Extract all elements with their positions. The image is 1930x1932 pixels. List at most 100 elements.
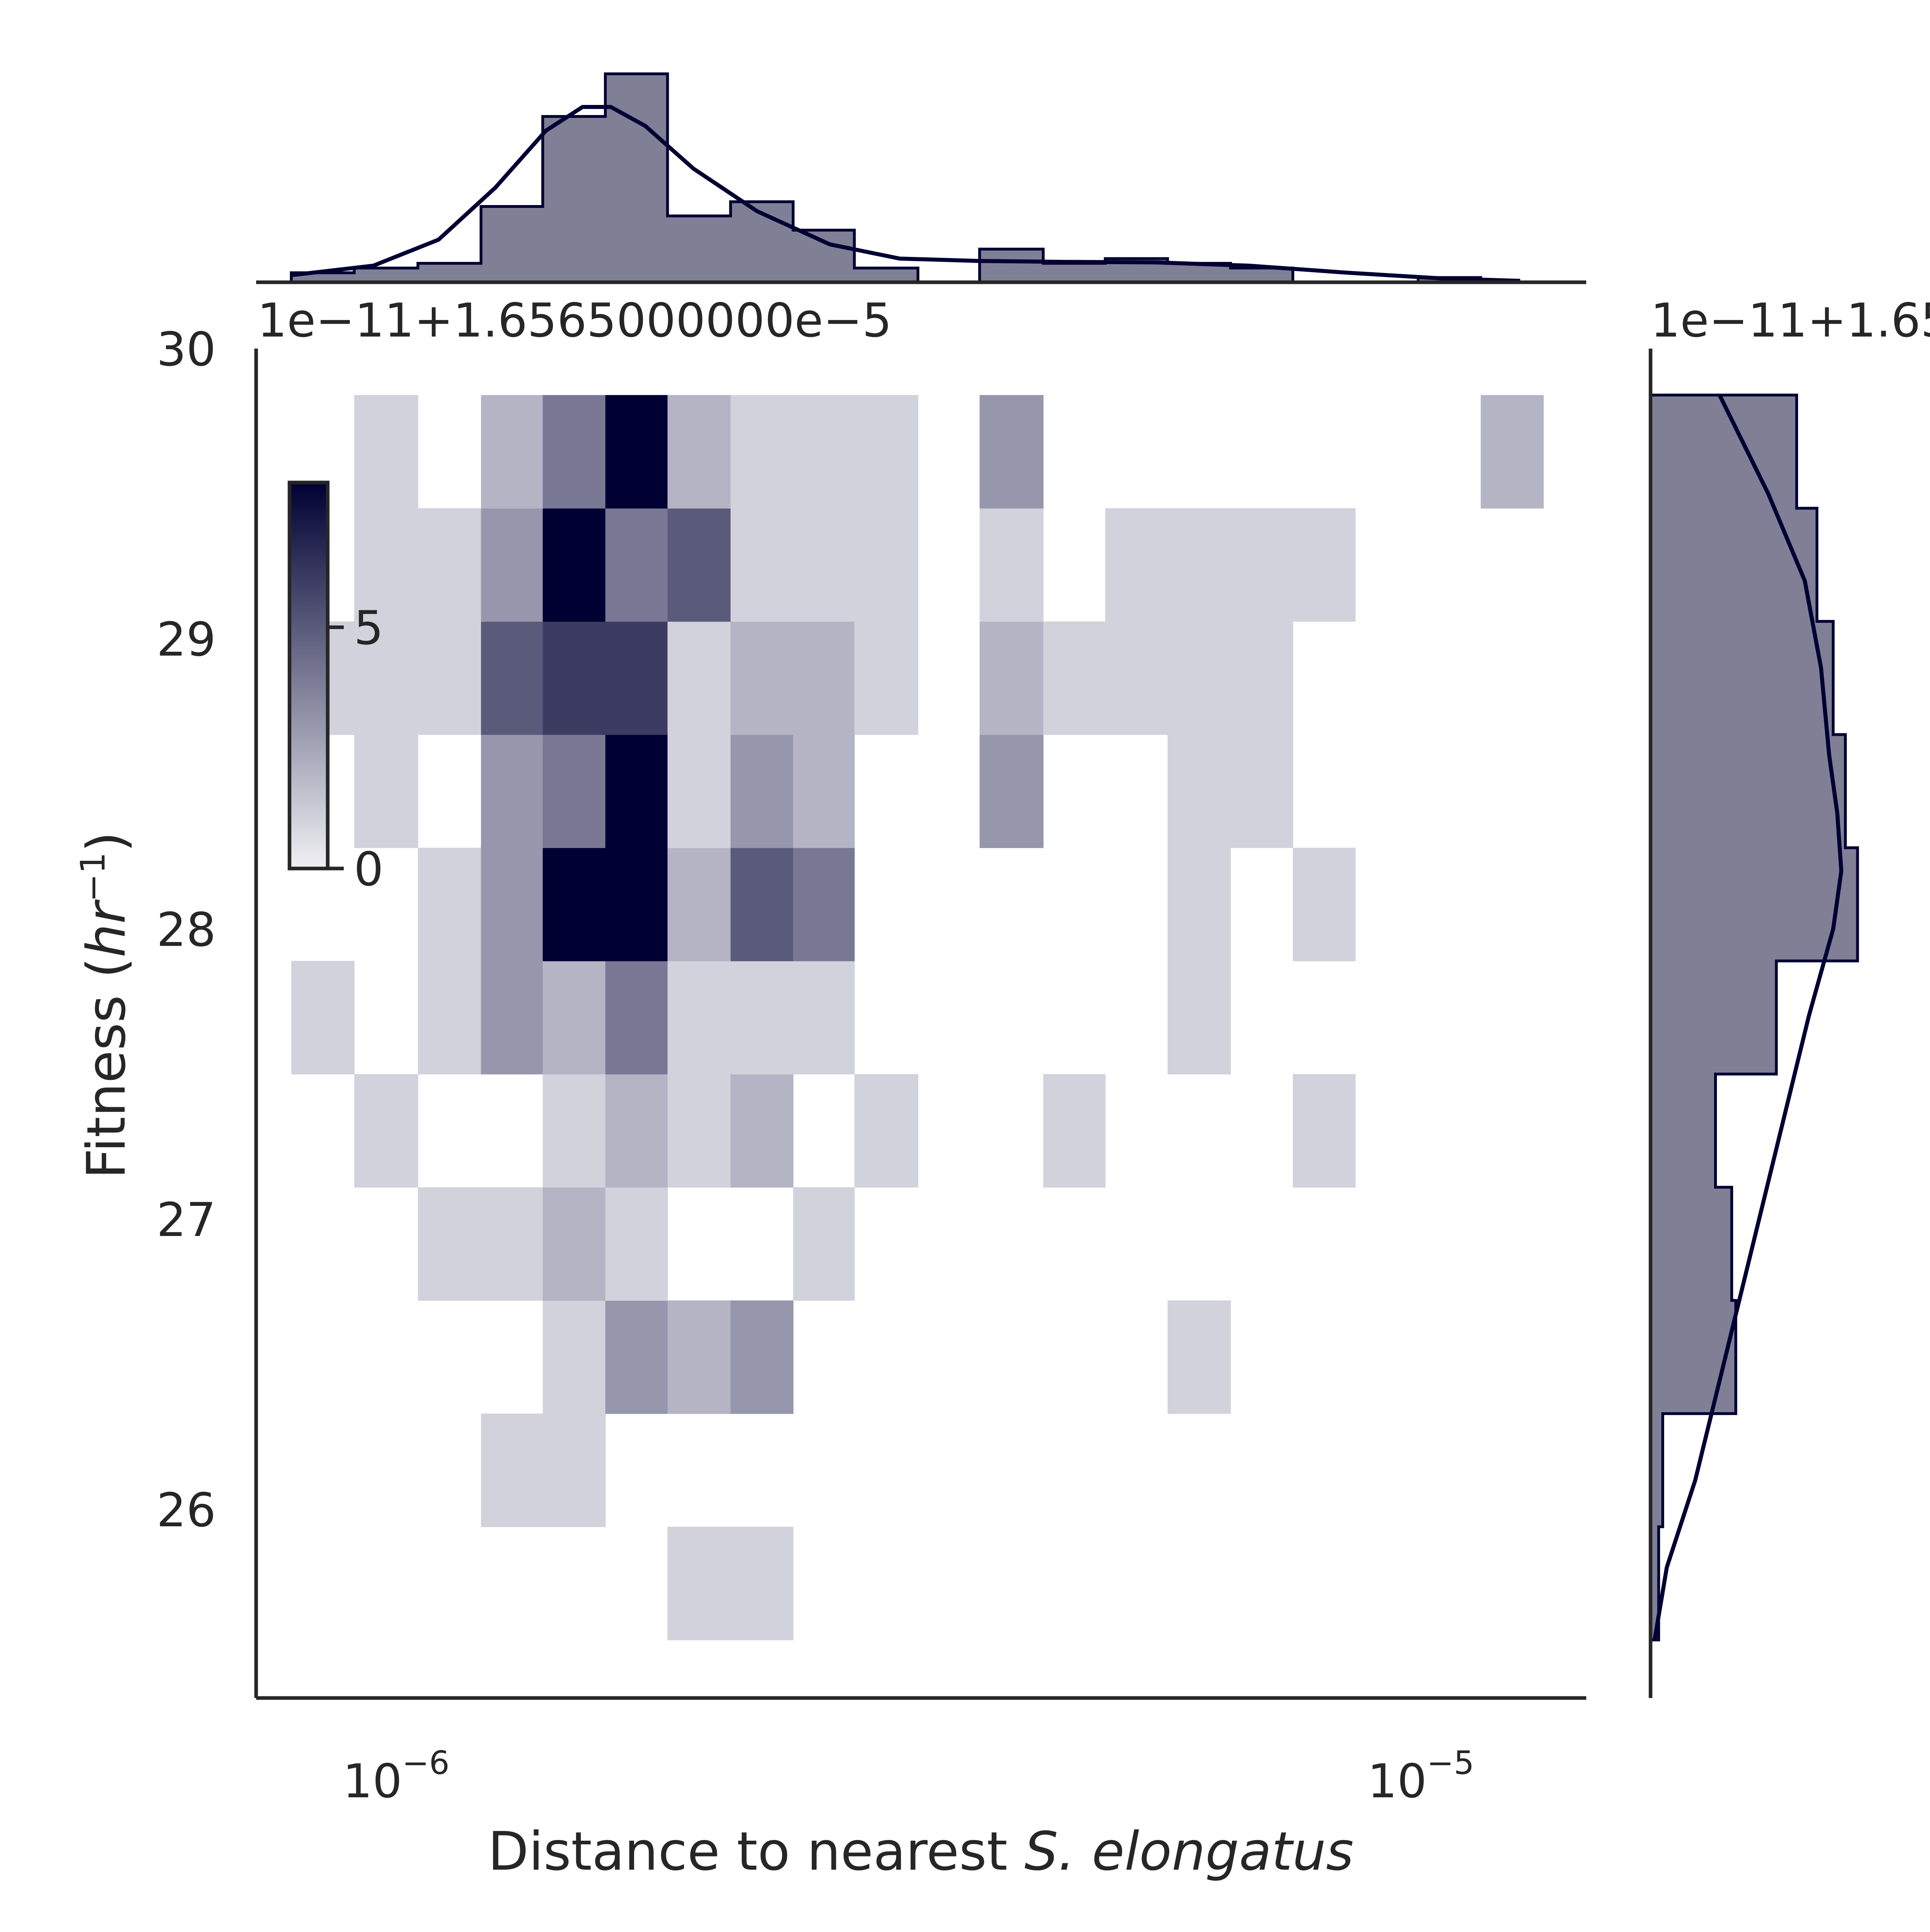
heatmap-cell	[605, 961, 668, 1075]
heatmap-cell	[605, 1074, 668, 1188]
heatmap-cell	[605, 395, 668, 509]
heatmap-cell	[1230, 508, 1294, 622]
heatmap-cell	[1167, 848, 1231, 961]
heatmap-cell	[605, 508, 668, 622]
right-kde-line	[1653, 394, 1844, 1640]
heatmap-cell	[1043, 621, 1106, 735]
heatmap-cell	[418, 621, 482, 735]
y-tick-label: 28	[156, 903, 216, 957]
heatmap-cell	[481, 734, 543, 848]
heatmap-cell	[667, 1300, 731, 1414]
heatmap-cell	[1293, 1074, 1356, 1188]
heatmap-cell	[730, 1527, 794, 1640]
heatmap-cell	[1167, 1300, 1231, 1414]
heatmap-cell	[667, 734, 731, 848]
heatmap-cell	[481, 848, 543, 961]
y-tick-label: 30	[156, 322, 216, 377]
heatmap-cell	[542, 1413, 606, 1527]
heatmap-cell	[542, 961, 606, 1075]
heatmap-cell	[354, 1074, 419, 1188]
x-tick-label: 10−6	[343, 1744, 450, 1809]
heatmap-cell	[1105, 621, 1168, 735]
heatmap-cell	[291, 961, 355, 1075]
heatmap-cell	[793, 961, 855, 1075]
heatmap-cell	[730, 1074, 794, 1188]
heatmap-cell	[854, 1074, 918, 1188]
heatmap-cell	[481, 508, 543, 622]
top-histogram-bars	[290, 72, 1544, 284]
heatmap-cell	[1167, 508, 1231, 622]
heatmap-cell	[542, 395, 606, 509]
heatmap-cell	[1105, 508, 1168, 622]
heatmap-cell	[481, 1187, 543, 1301]
x-tick-label: 10−5	[1367, 1744, 1474, 1809]
heatmap-cell	[793, 848, 855, 961]
heatmap-cells	[291, 395, 1544, 1640]
heatmap-cell	[542, 734, 606, 848]
heatmap-cell	[605, 1187, 668, 1301]
heatmap-cell	[793, 621, 855, 735]
colorbar-tick-label: 5	[354, 601, 384, 655]
heatmap-cell	[605, 621, 668, 735]
colorbar-bar	[287, 480, 330, 871]
heatmap-cell	[730, 734, 794, 848]
heatmap-cell	[793, 395, 855, 509]
heatmap-cell	[730, 848, 794, 961]
y-axis-label: Fitness (hr−1)	[73, 832, 138, 1179]
x-offset-text: 1e−11+1.6565000000e−5	[257, 294, 892, 348]
heatmap-cell	[667, 961, 731, 1075]
heatmap-cell	[667, 508, 731, 622]
heatmap-cell	[542, 1187, 606, 1301]
heatmap-cell	[854, 621, 918, 735]
top-kde-line	[291, 105, 1520, 283]
heatmap-cell	[854, 395, 918, 509]
heatmap-cell	[1230, 734, 1294, 848]
y-tick-label: 29	[156, 613, 216, 667]
heatmap-cell	[1043, 1074, 1106, 1188]
heatmap-cell	[1230, 621, 1294, 735]
heatmap-cell	[1167, 961, 1231, 1075]
heatmap-cell	[730, 508, 794, 622]
heatmap-cell	[730, 1300, 794, 1414]
heatmap-cell	[418, 508, 482, 622]
heatmap-cell	[354, 734, 419, 848]
heatmap-cell	[667, 395, 731, 509]
heatmap-cell	[667, 621, 731, 735]
right-histogram-bars	[1649, 393, 1859, 1642]
heatmap-cell	[667, 848, 731, 961]
heatmap-cell	[667, 1074, 731, 1188]
heatmap-cell	[1480, 395, 1544, 509]
heatmap-cell	[730, 395, 794, 509]
heatmap-cell	[793, 734, 855, 848]
heatmap-cell	[793, 508, 855, 622]
y-tick-label: 26	[156, 1483, 216, 1538]
heatmap-cell	[481, 621, 543, 735]
right-marginal-histogram	[1649, 349, 1859, 1698]
heatmap-cell	[1293, 848, 1356, 961]
heatmap-cell	[667, 1527, 731, 1640]
heatmap-cell	[542, 1300, 606, 1414]
heatmap-cell	[854, 508, 918, 622]
heatmap-cell	[605, 734, 668, 848]
heatmap-cell	[542, 848, 606, 961]
heatmap-cell	[418, 848, 482, 961]
heatmap-cell	[979, 734, 1044, 848]
top-marginal-histogram	[256, 72, 1586, 284]
heatmap-cell	[979, 395, 1044, 509]
heatmap-cell	[542, 621, 606, 735]
axes: 26 27 28 29 30 10−6 10−5	[156, 322, 1586, 1809]
heatmap-cell	[481, 961, 543, 1075]
heatmap-cell	[354, 508, 419, 622]
heatmap-cell	[481, 1413, 543, 1527]
heatmap-cell	[979, 508, 1044, 622]
heatmap-cell	[542, 1074, 606, 1188]
heatmap-cell	[354, 395, 419, 509]
heatmap-cell	[418, 1187, 482, 1301]
heatmap-cell	[605, 1300, 668, 1414]
colorbar-tick-label: 0	[354, 842, 384, 897]
x-axis-label: Distance to nearest S. elongatus	[488, 1821, 1353, 1883]
heatmap-cell	[1293, 508, 1356, 622]
heatmap-cell	[542, 508, 606, 622]
y-offset-text: 1e−11+1.65	[1651, 294, 1930, 348]
